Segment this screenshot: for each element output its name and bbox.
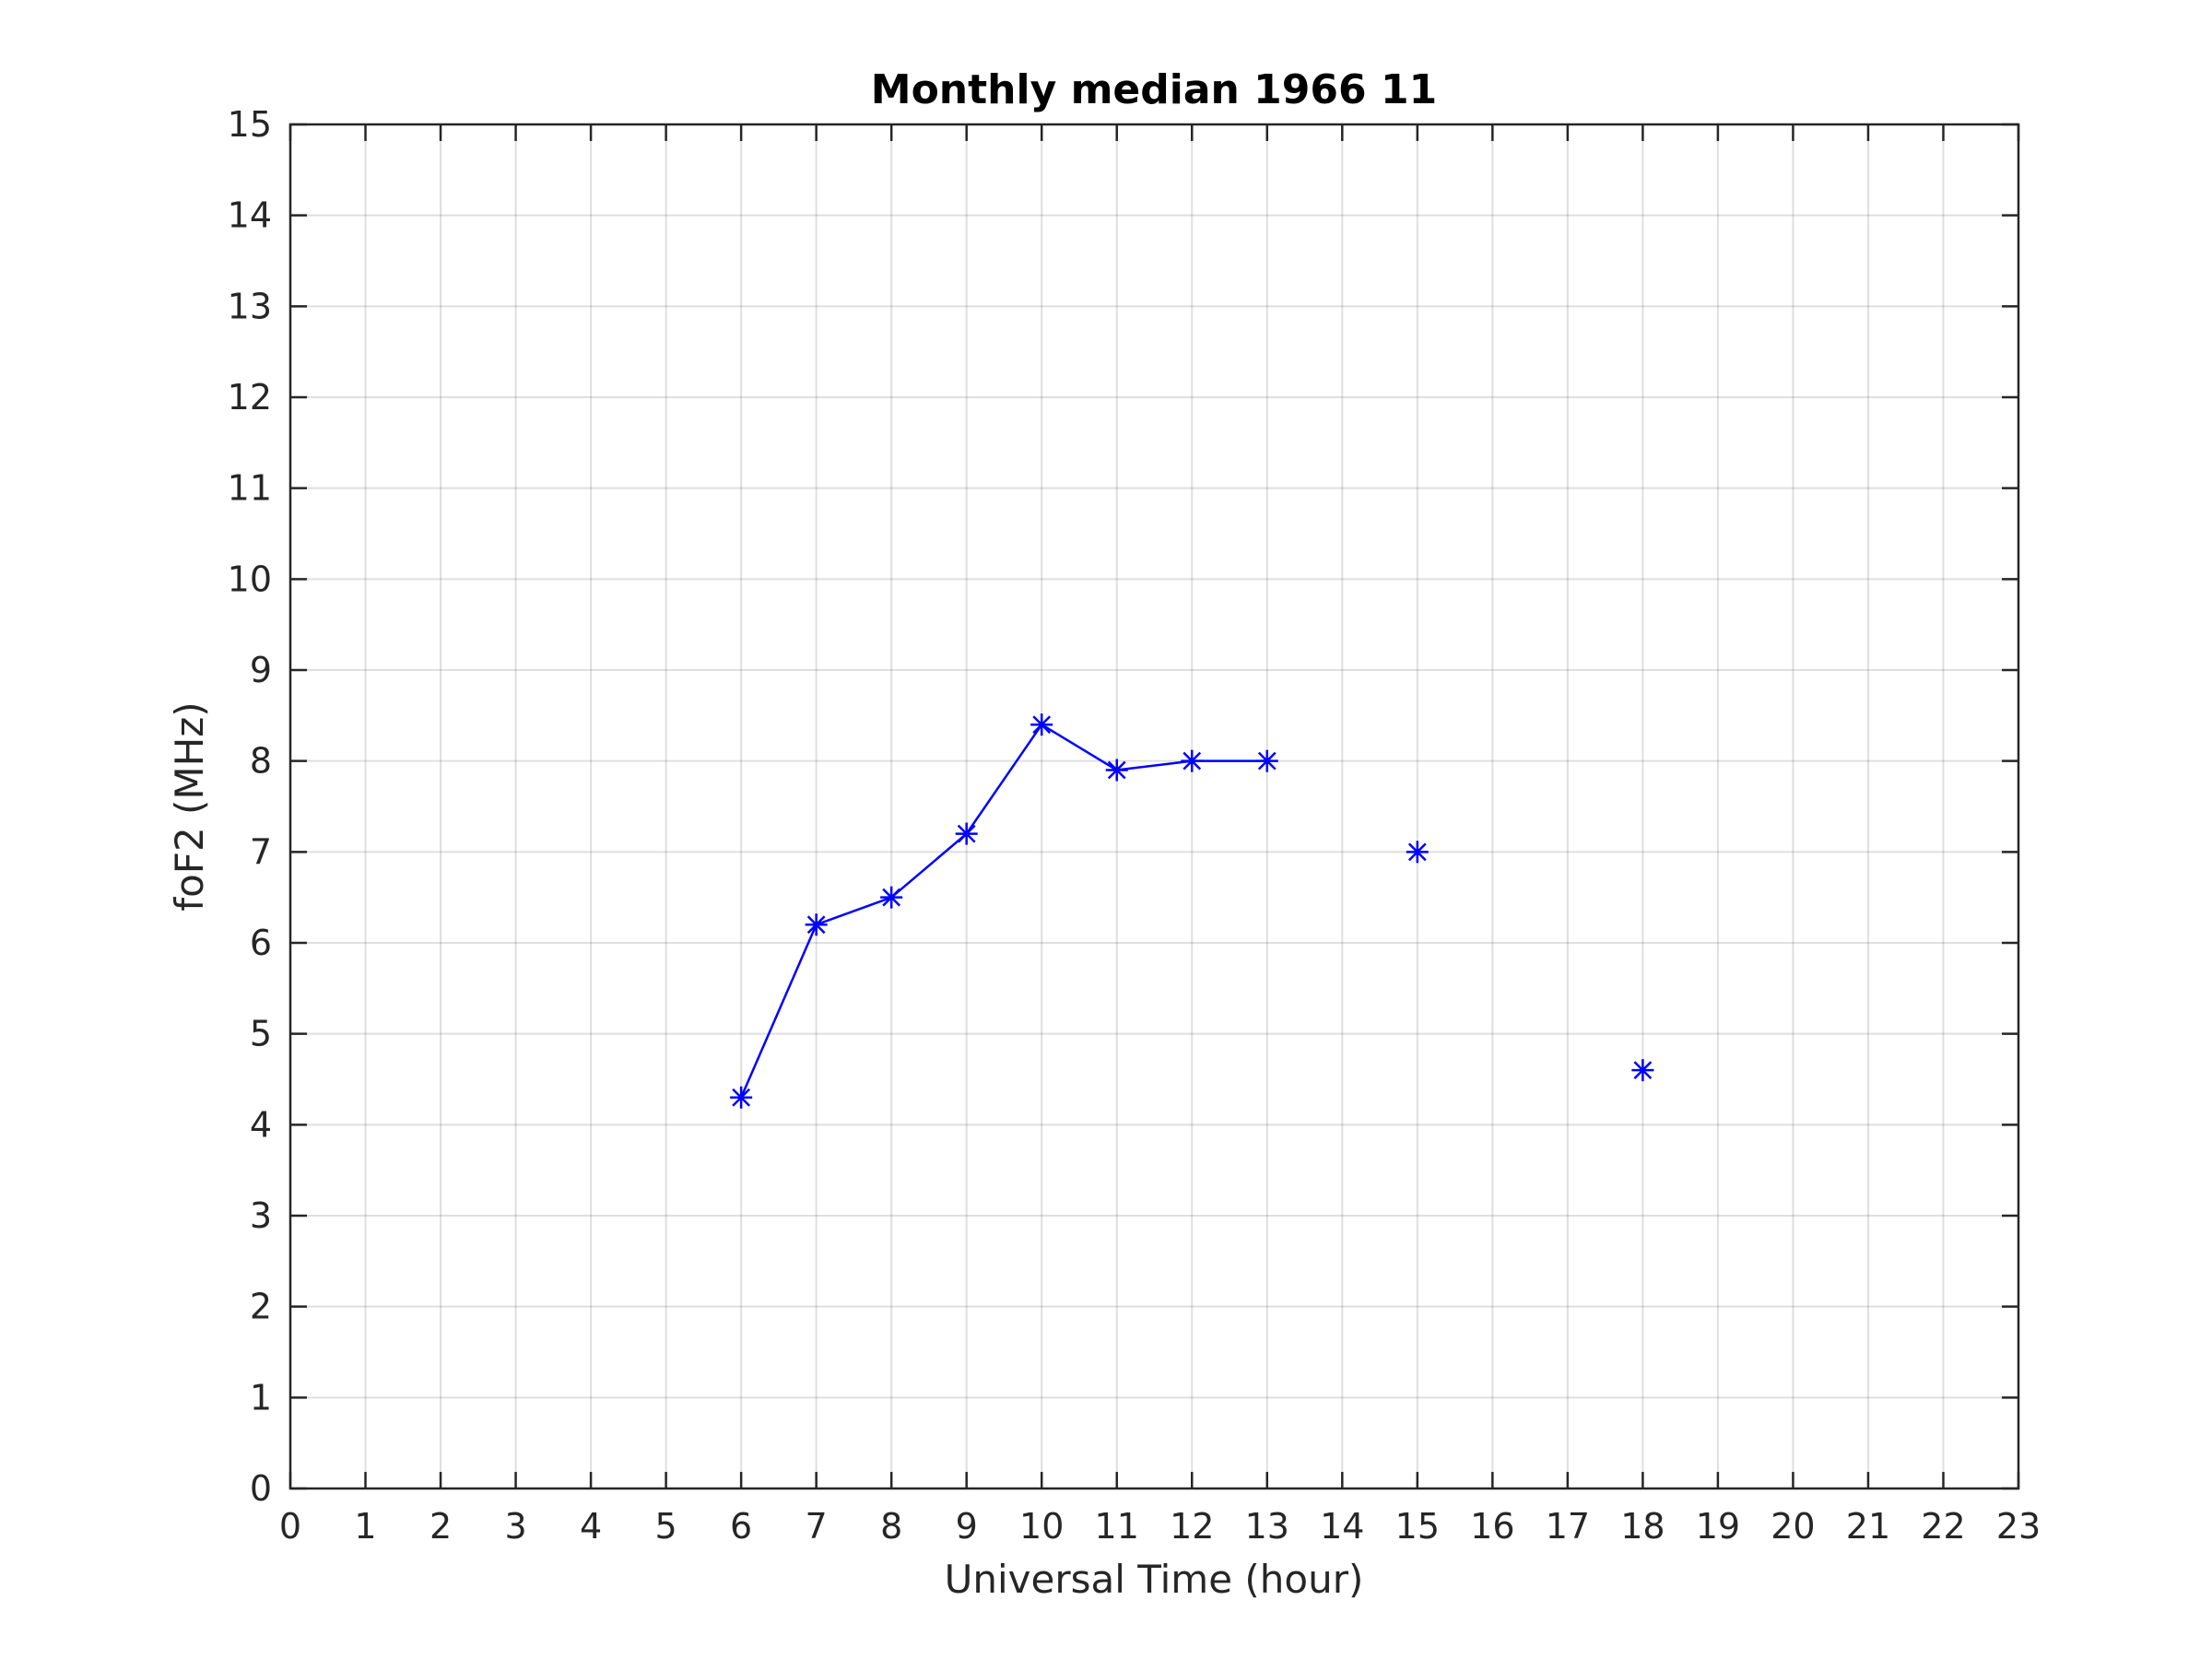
data-point — [1255, 749, 1278, 772]
y-tick-label: 5 — [250, 1014, 272, 1054]
y-tick-label: 13 — [228, 286, 272, 326]
x-tick-label: 0 — [279, 1506, 301, 1547]
y-tick-label: 12 — [228, 377, 272, 418]
data-point — [1181, 749, 1204, 772]
x-tick-label: 23 — [1996, 1506, 2041, 1547]
x-tick-label: 18 — [1620, 1506, 1665, 1547]
y-tick-label: 8 — [250, 741, 272, 782]
tick-marks — [288, 123, 2020, 1490]
x-tick-label: 10 — [1019, 1506, 1064, 1547]
chart-title: Monthly median 1966 11 — [871, 66, 1437, 113]
data-point — [880, 886, 903, 909]
y-tick-label: 1 — [250, 1377, 272, 1418]
series-line-segment — [1116, 759, 1193, 771]
data-point — [1631, 1059, 1654, 1082]
x-tick-label: 7 — [806, 1506, 828, 1547]
y-tick-label: 0 — [250, 1468, 272, 1509]
y-tick-label: 2 — [250, 1287, 272, 1327]
x-tick-label: 5 — [655, 1506, 677, 1547]
x-tick-label: 19 — [1696, 1506, 1740, 1547]
x-tick-label: 22 — [1921, 1506, 1965, 1547]
x-tick-labels: 0 1 2 3 4 5 6 7 8 9 10 11 12 13 14 15 16 17 18 19 20 21 22 23 — [279, 1506, 2041, 1547]
axes-box — [288, 123, 2020, 1490]
x-tick-label: 3 — [504, 1506, 526, 1547]
x-tick-label: 17 — [1546, 1506, 1590, 1547]
x-axis-label: Universal Time (hour) — [945, 1557, 1364, 1602]
x-tick-label: 11 — [1095, 1506, 1139, 1547]
x-tick-label: 4 — [580, 1506, 602, 1547]
data-point — [1406, 841, 1429, 864]
x-tick-label: 9 — [956, 1506, 978, 1547]
plot-area — [290, 124, 2018, 1488]
grid — [289, 124, 2019, 1489]
x-tick-label: 13 — [1245, 1506, 1289, 1547]
y-tick-label: 3 — [250, 1195, 272, 1236]
y-tick-label: 15 — [228, 104, 272, 145]
series-line-segment — [739, 924, 818, 1099]
x-tick-label: 20 — [1771, 1506, 1815, 1547]
x-tick-label: 8 — [880, 1506, 902, 1547]
series-line-segment — [816, 896, 892, 926]
data-point — [955, 822, 978, 845]
x-tick-label: 2 — [429, 1506, 452, 1547]
y-tick-label: 4 — [250, 1104, 272, 1145]
data-point — [805, 913, 828, 936]
data-point — [1105, 759, 1128, 782]
y-axis-label: foF2 (MHz) — [167, 701, 212, 911]
y-tick-label: 7 — [250, 831, 272, 872]
x-tick-label: 1 — [354, 1506, 376, 1547]
y-tick-label: 10 — [228, 559, 272, 599]
y-tick-label: 9 — [250, 650, 272, 690]
x-tick-label: 15 — [1395, 1506, 1440, 1547]
x-tick-label: 12 — [1170, 1506, 1214, 1547]
series-line-segment — [965, 724, 1043, 835]
x-tick-label: 21 — [1846, 1506, 1890, 1547]
series-line-segment — [890, 832, 968, 899]
x-tick-label: 14 — [1320, 1506, 1364, 1547]
data-point — [730, 1086, 753, 1109]
series-line-segment — [1041, 724, 1118, 771]
x-tick-label: 16 — [1470, 1506, 1514, 1547]
y-tick-label: 11 — [228, 468, 272, 509]
y-tick-label: 14 — [228, 195, 272, 236]
x-tick-label: 6 — [730, 1506, 752, 1547]
data-point — [1030, 713, 1053, 736]
series-layer — [730, 713, 1654, 1109]
y-tick-label: 6 — [250, 923, 272, 963]
